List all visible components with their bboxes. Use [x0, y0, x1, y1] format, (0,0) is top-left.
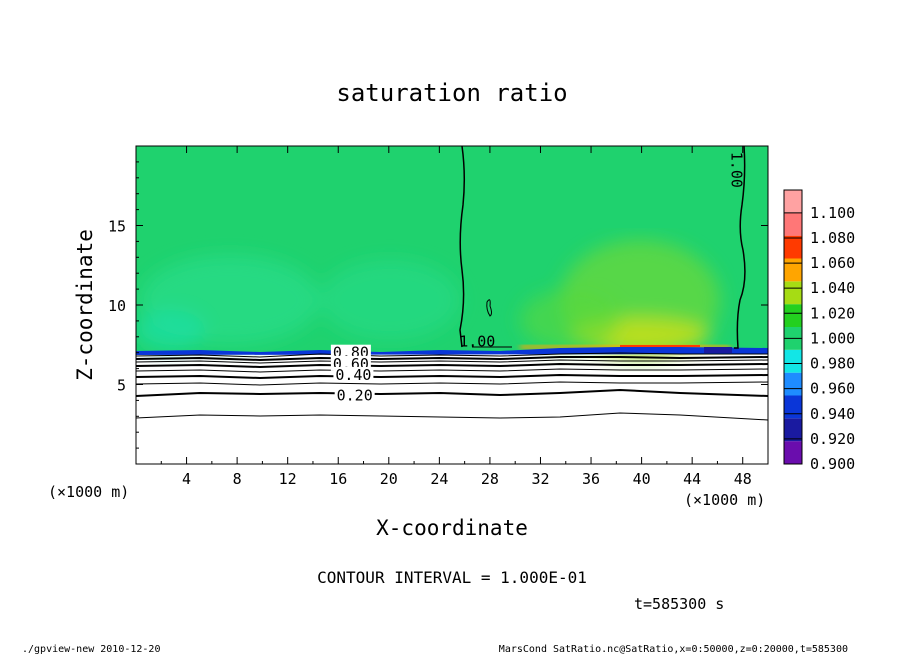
x-tick-label: 48 [734, 470, 752, 488]
time-label: t=585300 s [634, 595, 724, 613]
contour-1-00-island [486, 299, 492, 317]
contour-0-80 [136, 356, 768, 362]
contour-1-00-right [734, 146, 746, 349]
y-tick-label: 5 [117, 377, 126, 395]
contour-labels: 0.800.600.400.201.001.00 [330, 152, 745, 405]
x-tick-label: 44 [683, 470, 701, 488]
contour-label: 0.40 [335, 366, 371, 384]
x-tick-label: 4 [182, 470, 191, 488]
contour-0-50 [136, 368, 768, 373]
x-tick-label: 24 [430, 470, 448, 488]
colorbar-swatch [784, 212, 802, 236]
chart-title: saturation ratio [336, 79, 567, 107]
contour-label-bg [333, 366, 374, 382]
y-tick-label: 15 [108, 218, 126, 236]
contour-0-20 [136, 388, 768, 397]
colorbar-swatch [784, 349, 802, 373]
footer-right: MarsCond_SatRatio.nc@SatRatio,x=0:50000,… [499, 644, 848, 654]
colorbar-label: 1.060 [810, 254, 855, 272]
contour-lines [136, 146, 768, 421]
colorbar-label: 1.100 [810, 204, 855, 222]
colorbar-swatch [784, 190, 802, 213]
x-tick-label: 32 [531, 470, 549, 488]
contour-label: 1.00 [727, 152, 745, 188]
contour-label: 1.00 [459, 333, 495, 351]
contour-0-30 [136, 381, 768, 386]
y-axis-title: Z-coordinate [73, 229, 97, 381]
colorbar-label: 1.000 [810, 329, 855, 347]
colorbar-label: 1.020 [810, 304, 855, 322]
colorbar: 0.900 0.920 0.940 0.960 0.980 1.000 1.020 1.040… [783, 189, 855, 473]
colorbar-label: 0.940 [810, 405, 855, 423]
colorbar-label: 0.900 [810, 455, 855, 473]
contour-interval-note: CONTOUR INTERVAL = 1.000E-01 [317, 568, 587, 587]
colorbar-label: 0.920 [810, 430, 855, 448]
y-tick-label: 10 [108, 297, 126, 315]
x-tick-label: 28 [481, 470, 499, 488]
colorbar-swatch [784, 372, 802, 396]
colorbar-label: 0.980 [810, 355, 855, 373]
supersaturation-peak [620, 345, 700, 347]
y-axis: 5 10 15 [108, 161, 768, 449]
colorbar-swatch [784, 441, 802, 464]
x-tick-label: 40 [633, 470, 651, 488]
x-tick-label: 12 [279, 470, 297, 488]
colorbar-swatch [784, 418, 802, 442]
colorbar-swatch [784, 304, 802, 327]
y-unit-label: (×1000 m) [684, 491, 765, 509]
contour-label-bg [334, 387, 375, 403]
colorbar-swatch [784, 235, 802, 259]
contour-0-70 [136, 359, 768, 364]
contour-0-40 [136, 373, 768, 380]
x-tick-label: 20 [380, 470, 398, 488]
contour-0-90 [136, 352, 768, 358]
x-axis-title: X-coordinate [376, 516, 528, 540]
colorbar-label: 1.040 [810, 279, 855, 297]
colorbar-swatch [784, 395, 802, 419]
dry-pocket [704, 347, 732, 353]
color-variations [136, 240, 720, 360]
contour-0-10 [136, 412, 768, 421]
footer-left: ./gpview-new 2010-12-20 [22, 644, 160, 654]
contour-label: 0.20 [337, 387, 373, 405]
contour-0-60 [136, 362, 768, 369]
colorbar-swatch [784, 258, 802, 282]
colorbar-swatch [784, 281, 802, 305]
x-unit-label: (×1000 m) [48, 483, 129, 501]
x-axis: 4 8 12 16 20 24 28 32 36 40 44 48 [160, 146, 752, 488]
x-tick-label: 16 [329, 470, 347, 488]
x-tick-label: 36 [582, 470, 600, 488]
x-tick-label: 8 [233, 470, 242, 488]
colorbar-label: 0.960 [810, 380, 855, 398]
colorbar-label: 1.080 [810, 229, 855, 247]
heatmap-field [136, 146, 768, 464]
contour-1-00-left [459, 146, 466, 348]
